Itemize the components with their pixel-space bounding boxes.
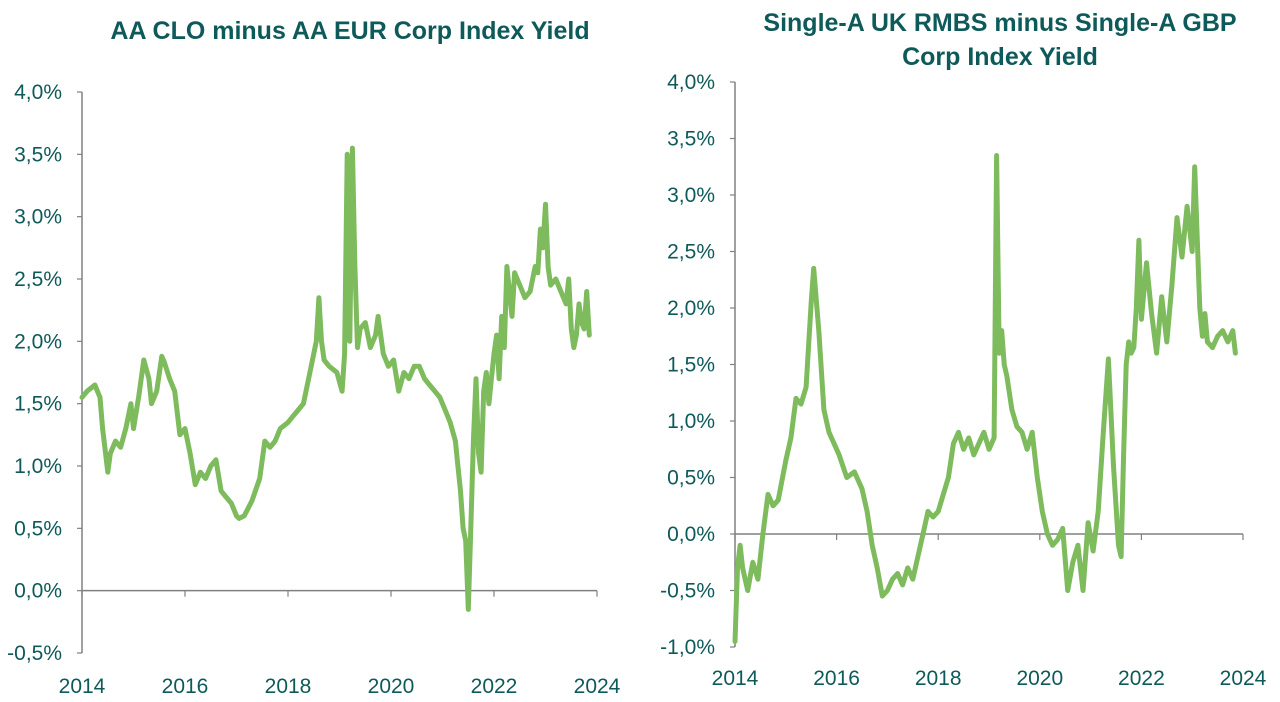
y-tick-label: 0,0% [14,580,62,603]
y-tick-label: 3,5% [667,128,715,151]
chart-title: Single-A UK RMBS minus Single-A GBP Corp… [720,6,1280,74]
y-tick-label: -1,0% [660,636,715,659]
y-tick-label: 4,0% [14,81,62,104]
y-tick-label: 0,0% [667,523,715,546]
x-tick-label: 2016 [162,675,209,698]
y-tick-label: 2,0% [14,330,62,353]
y-tick-label: -0,5% [660,580,715,603]
y-tick-label: 1,0% [14,455,62,478]
x-tick-label: 2024 [1220,667,1267,690]
y-tick-label: 4,0% [667,71,715,94]
y-tick-label: 3,5% [14,143,62,166]
x-tick-label: 2014 [712,667,759,690]
y-tick-label: 1,5% [667,354,715,377]
y-tick-label: 1,0% [667,410,715,433]
x-tick-label: 2022 [471,675,518,698]
series-line [732,153,1238,644]
x-tick-label: 2018 [915,667,962,690]
y-tick-label: 3,0% [14,206,62,229]
y-tick-label: 0,5% [667,467,715,490]
chart-panel-clo: AA CLO minus AA EUR Corp Index Yield -0,… [7,14,640,698]
series-line [79,145,592,612]
x-tick-label: 2020 [368,675,415,698]
x-tick-label: 2014 [59,675,106,698]
x-tick-label: 2020 [1016,667,1063,690]
y-tick-label: 3,0% [667,184,715,207]
y-tick-label: -0,5% [7,642,62,665]
y-tick-label: 1,5% [14,393,62,416]
x-tick-label: 2022 [1118,667,1165,690]
clo-spread-line-chart: -0,5% 0,0% 0,5% 1,0% 1,5% 2,0% 2,5% 3,0% 3,5% 4,0… [7,81,621,698]
rmbs-spread-line-chart: -1,0% -0,5% 0,0% 0,5% 1,0% 1,5% 2,0% 2,5% 3,0% 3,… [660,71,1267,690]
y-tick-label: 2,0% [667,297,715,320]
x-tick-label: 2024 [574,675,621,698]
y-tick-label: 0,5% [14,517,62,540]
chart-title-line-1: Single-A UK RMBS minus Single-A GBP [763,9,1237,37]
x-tick-label: 2016 [813,667,860,690]
chart-title-line: AA CLO minus AA EUR Corp Index Yield [110,17,590,45]
chart-title: AA CLO minus AA EUR Corp Index Yield [60,14,640,48]
chart-panel-rmbs: Single-A UK RMBS minus Single-A GBP Corp… [640,0,1280,702]
x-tick-label: 2018 [265,675,312,698]
y-tick-label: 2,5% [667,241,715,264]
chart-title-line-2: Corp Index Yield [902,43,1098,71]
y-tick-label: 2,5% [14,268,62,291]
